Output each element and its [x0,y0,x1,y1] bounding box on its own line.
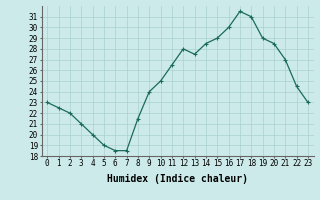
X-axis label: Humidex (Indice chaleur): Humidex (Indice chaleur) [107,174,248,184]
